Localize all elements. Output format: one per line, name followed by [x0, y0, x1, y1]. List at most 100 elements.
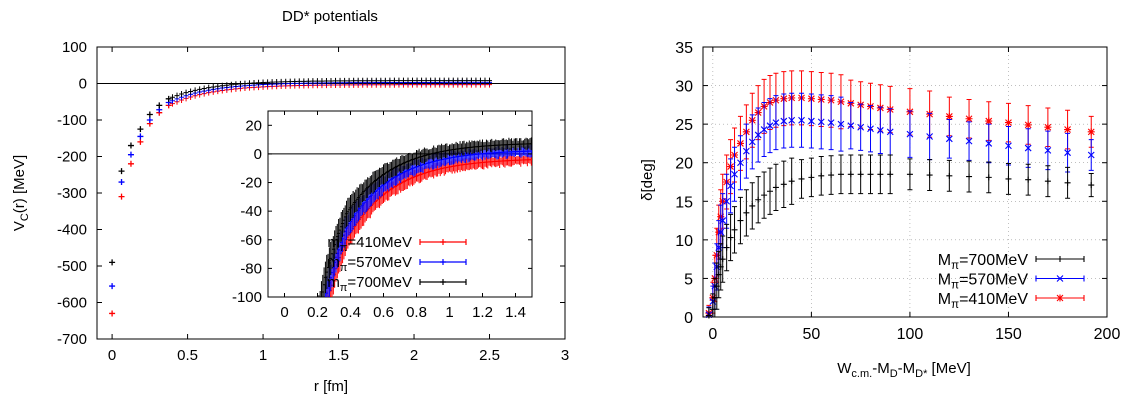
- y-tick-label: -600: [57, 295, 87, 312]
- data-point: [228, 81, 234, 88]
- data-point: [224, 82, 230, 89]
- data-point: [405, 77, 411, 84]
- data-point: [487, 77, 493, 84]
- data-point: [1088, 182, 1095, 189]
- data-point: [482, 77, 488, 84]
- x-tick-label: 2: [410, 347, 418, 364]
- data-point: [174, 92, 180, 99]
- y-tick-label: -400: [57, 222, 87, 239]
- data-point: [201, 85, 207, 92]
- inset-x-ticks: 0 0.2 0.4 0.6 0.8 1 1.2 1.4: [280, 111, 526, 321]
- x-tick-label: 0.8: [406, 304, 427, 321]
- data-point: [256, 79, 262, 86]
- data-point: [305, 78, 311, 85]
- data-point: [278, 78, 284, 85]
- right-y-ticks: 0 5 10 15 20 25 30 35: [675, 40, 1107, 327]
- data-point: [719, 217, 727, 224]
- data-point: [788, 178, 795, 185]
- legend-label: mπ=700MeV: [327, 274, 412, 294]
- data-point: [242, 80, 248, 87]
- series-2: [169, 77, 493, 101]
- x-tick-label: 150: [995, 326, 1022, 343]
- x-tick-label: 1.5: [328, 347, 349, 364]
- data-point: [1005, 142, 1012, 150]
- series-2: [705, 154, 1095, 319]
- x-tick-label: 0: [280, 304, 288, 321]
- data-point: [847, 122, 855, 130]
- data-point: [441, 77, 447, 84]
- data-point: [1005, 175, 1012, 182]
- data-point: [410, 77, 416, 84]
- data-point: [317, 341, 320, 377]
- data-point: [867, 171, 874, 178]
- data-point: [274, 78, 280, 85]
- data-point: [351, 77, 357, 84]
- data-point: [1024, 121, 1032, 129]
- data-point: [292, 78, 298, 85]
- data-point: [766, 122, 774, 130]
- inset-data-points: [317, 137, 532, 377]
- data-point: [719, 256, 726, 263]
- legend-label: mπ=570MeV: [327, 254, 412, 274]
- data-point: [210, 83, 216, 90]
- data-point: [317, 322, 320, 359]
- data-point: [1064, 126, 1072, 134]
- data-point: [468, 77, 474, 84]
- y-tick-label: -700: [57, 331, 87, 348]
- inset-series-2: [318, 137, 532, 297]
- data-point: [731, 170, 738, 178]
- data-point: [310, 78, 316, 85]
- y-tick-label: 20: [245, 117, 262, 134]
- data-point: [847, 171, 854, 178]
- data-point: [1044, 178, 1051, 185]
- data-point: [857, 171, 864, 178]
- data-point: [109, 259, 116, 266]
- data-point: [837, 171, 844, 178]
- data-point: [798, 175, 805, 182]
- data-point: [723, 197, 731, 205]
- data-point: [183, 89, 189, 96]
- data-point: [179, 91, 185, 98]
- left-x-axis-label: r [fm]: [314, 378, 348, 395]
- data-point: [1044, 146, 1052, 154]
- data-point: [391, 77, 397, 84]
- data-point: [127, 160, 134, 167]
- y-tick-label: -500: [57, 258, 87, 275]
- data-point: [886, 128, 894, 136]
- data-point: [320, 324, 323, 357]
- data-point: [945, 112, 953, 120]
- data-point: [269, 79, 275, 86]
- data-point: [1025, 176, 1032, 183]
- data-point: [760, 126, 768, 133]
- data-point: [328, 77, 334, 84]
- data-point: [118, 179, 125, 186]
- data-point: [837, 120, 845, 128]
- y-tick-label: 30: [675, 79, 693, 96]
- data-point: [314, 78, 320, 85]
- data-point: [287, 78, 293, 85]
- data-point: [965, 137, 973, 145]
- data-point: [877, 171, 884, 178]
- data-point: [423, 77, 429, 84]
- legend-label: Mπ=410MeV: [938, 291, 1029, 311]
- data-point: [780, 117, 788, 125]
- data-point: [137, 138, 144, 145]
- legend-marker: [419, 239, 467, 245]
- data-point: [260, 79, 266, 86]
- data-point: [197, 86, 203, 93]
- data-point: [808, 174, 815, 181]
- data-point: [945, 135, 953, 143]
- data-point: [477, 77, 483, 84]
- data-point: [1087, 151, 1095, 159]
- data-point: [767, 188, 774, 195]
- data-point: [360, 77, 366, 84]
- right-x-axis-label: Wc.m.-MD-MD* [MeV]: [837, 360, 971, 380]
- data-point: [737, 217, 744, 224]
- data-point: [857, 123, 865, 131]
- y-tick-label: -20: [240, 175, 262, 192]
- data-point: [727, 234, 734, 241]
- y-tick-label: 10: [675, 233, 693, 250]
